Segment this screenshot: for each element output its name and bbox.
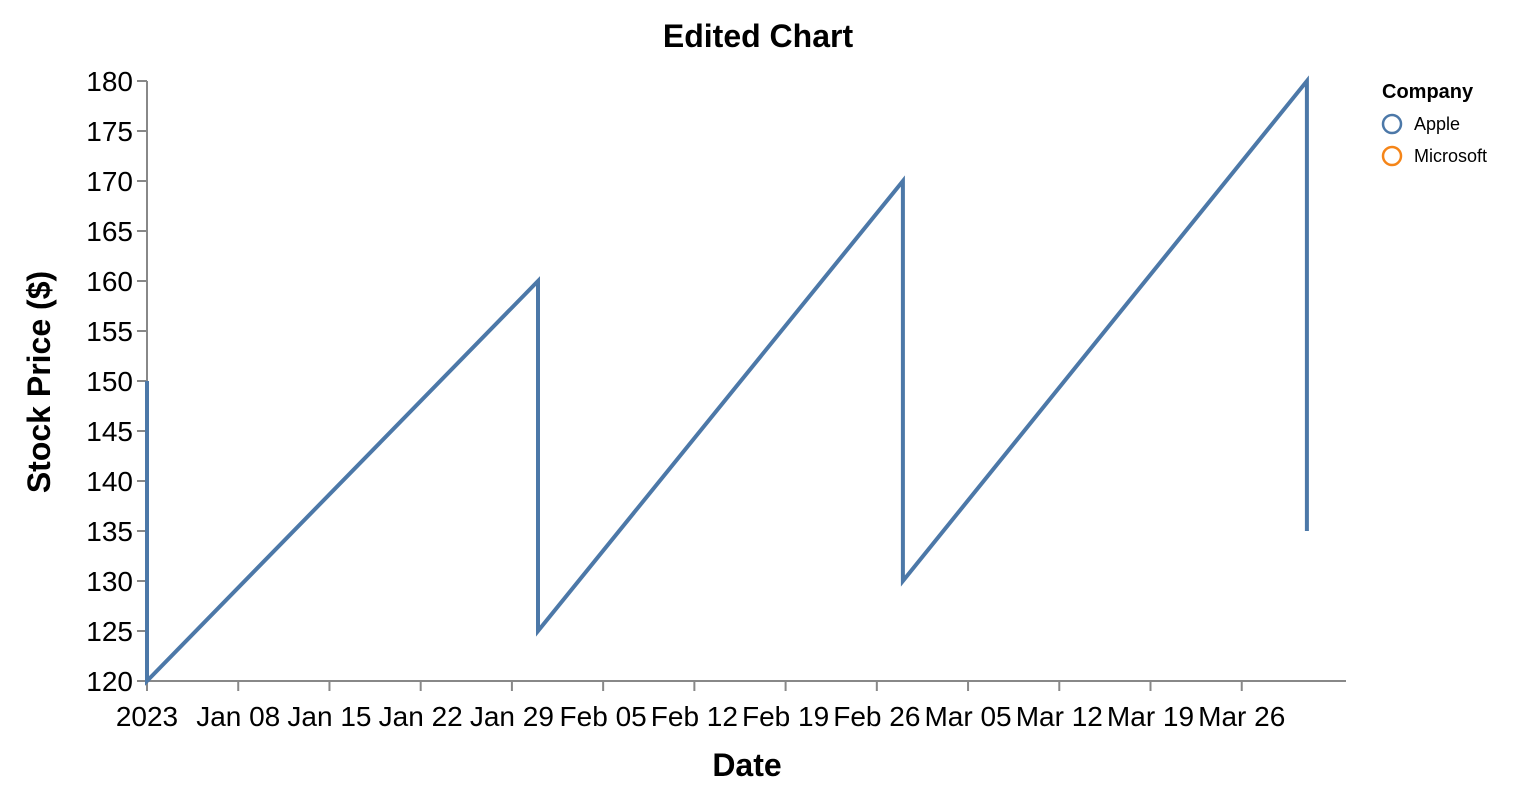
x-tick-label: Feb 12 [651, 701, 738, 732]
x-axis-title: Date [712, 747, 781, 783]
series-layer [145, 75, 1309, 686]
y-axis-title: Stock Price ($) [21, 271, 57, 493]
legend-title: Company [1382, 81, 1474, 103]
legend-label: Microsoft [1414, 146, 1487, 166]
x-tick-label: Mar 05 [924, 701, 1011, 732]
x-tick-label: Jan 08 [196, 701, 280, 732]
x-tick-label: Feb 19 [742, 701, 829, 732]
x-tick-label: Mar 12 [1016, 701, 1103, 732]
y-tick-label: 175 [86, 116, 133, 147]
y-tick-label: 165 [86, 216, 133, 247]
legend-symbol [1381, 113, 1403, 135]
legend: Company Apple Microsoft [1381, 81, 1487, 167]
legend-label: Apple [1414, 114, 1460, 134]
y-tick-label: 180 [86, 66, 133, 97]
chart-title: Edited Chart [663, 18, 854, 54]
y-tick-label: 160 [86, 266, 133, 297]
x-tick-label: Feb 05 [560, 701, 647, 732]
y-tick-label: 150 [86, 366, 133, 397]
y-tick-label: 140 [86, 466, 133, 497]
x-axis: 2023 Jan 08 Jan 15 Jan 22 Jan 29 Feb 05 Feb 12… [116, 680, 1346, 732]
y-tick-label: 145 [86, 416, 133, 447]
x-tick-label: Jan 15 [287, 701, 371, 732]
y-tick-label: 135 [86, 516, 133, 547]
y-tick-label: 125 [86, 616, 133, 647]
y-tick-label: 170 [86, 166, 133, 197]
y-tick-label: 155 [86, 316, 133, 347]
x-tick-label: Jan 29 [470, 701, 554, 732]
y-tick-label: 130 [86, 566, 133, 597]
y-tick-label: 120 [86, 666, 133, 697]
x-tick-label: 2023 [116, 701, 178, 732]
x-tick-label: Feb 26 [833, 701, 920, 732]
series-line-apple [145, 75, 1309, 686]
y-axis: 120 125 130 135 140 145 150 155 160 165 170 175 180 [86, 66, 148, 697]
x-tick-label: Jan 22 [379, 701, 463, 732]
x-tick-label: Mar 19 [1107, 701, 1194, 732]
legend-symbol [1381, 145, 1403, 167]
x-tick-label: Mar 26 [1198, 701, 1285, 732]
